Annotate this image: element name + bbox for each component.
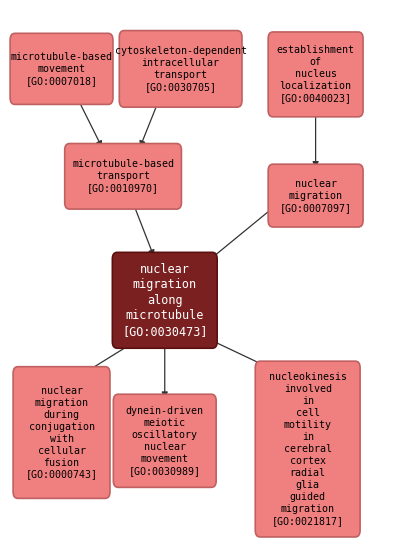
Text: cytoskeleton-dependent
intracellular
transport
[GO:0030705]: cytoskeleton-dependent intracellular tra… (115, 46, 247, 92)
FancyBboxPatch shape (119, 31, 242, 107)
FancyBboxPatch shape (112, 252, 217, 348)
Text: nucleokinesis
involved
in
cell
motility
in
cerebral
cortex
radial
glia
guided
mi: nucleokinesis involved in cell motility … (269, 372, 347, 526)
Text: nuclear
migration
during
conjugation
with
cellular
fusion
[GO:0000743]: nuclear migration during conjugation wit… (25, 386, 98, 479)
Text: nuclear
migration
[GO:0007097]: nuclear migration [GO:0007097] (279, 179, 352, 213)
Text: microtubule-based
movement
[GO:0007018]: microtubule-based movement [GO:0007018] (11, 52, 112, 86)
FancyBboxPatch shape (268, 164, 363, 227)
FancyBboxPatch shape (10, 34, 113, 105)
Text: establishment
of
nucleus
localization
[GO:0040023]: establishment of nucleus localization [G… (277, 45, 355, 104)
Text: nuclear
migration
along
microtubule
[GO:0030473]: nuclear migration along microtubule [GO:… (122, 263, 208, 338)
FancyBboxPatch shape (114, 395, 216, 487)
Text: dynein-driven
meiotic
oscillatory
nuclear
movement
[GO:0030989]: dynein-driven meiotic oscillatory nuclea… (126, 406, 204, 476)
FancyBboxPatch shape (65, 143, 181, 209)
Text: microtubule-based
transport
[GO:0010970]: microtubule-based transport [GO:0010970] (72, 159, 174, 193)
FancyBboxPatch shape (13, 367, 110, 498)
FancyBboxPatch shape (255, 361, 360, 537)
FancyBboxPatch shape (268, 32, 363, 117)
